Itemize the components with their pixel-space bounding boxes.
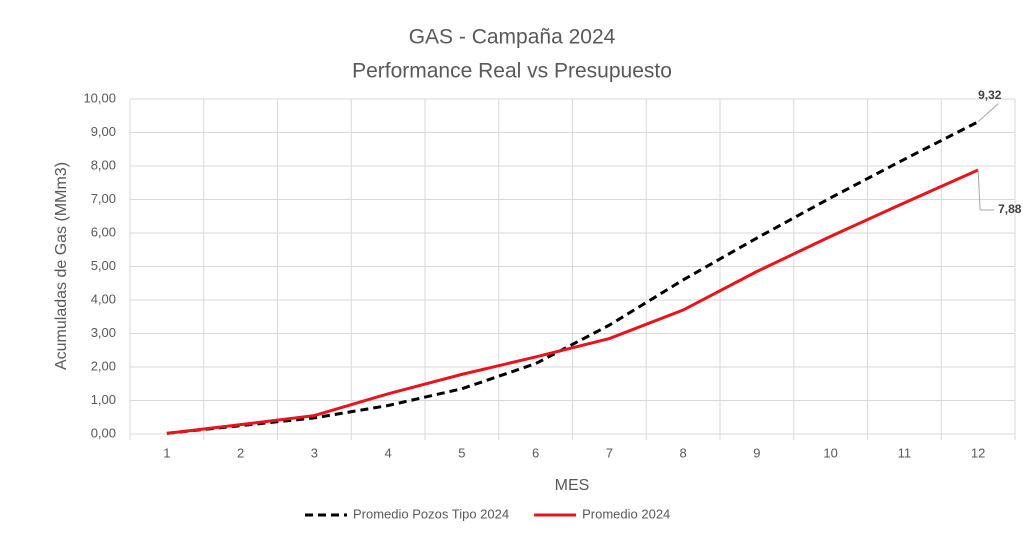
x-tick-label: 3 bbox=[311, 445, 318, 460]
y-tick-label: 3,00 bbox=[91, 325, 116, 340]
x-tick-label: 5 bbox=[458, 445, 465, 460]
x-tick-label: 10 bbox=[823, 445, 837, 460]
y-tick-label: 10,00 bbox=[83, 90, 116, 105]
legend-label: Promedio Pozos Tipo 2024 bbox=[353, 506, 509, 521]
leader-line bbox=[977, 103, 999, 123]
chart-title: GAS - Campaña 2024 bbox=[409, 26, 616, 49]
series-line bbox=[166, 168, 979, 435]
y-tick-label: 9,00 bbox=[91, 124, 116, 139]
leader-line bbox=[977, 169, 981, 211]
x-tick-label: 4 bbox=[385, 445, 392, 460]
y-tick-label: 6,00 bbox=[91, 224, 116, 239]
y-tick-label: 1,00 bbox=[91, 392, 116, 407]
y-tick-label: 8,00 bbox=[91, 157, 116, 172]
y-tick-label: 5,00 bbox=[91, 258, 116, 273]
x-tick-label: 12 bbox=[971, 445, 985, 460]
x-tick-label: 6 bbox=[532, 445, 539, 460]
x-tick-label: 2 bbox=[237, 445, 244, 460]
legend-label: Promedio 2024 bbox=[582, 506, 670, 521]
x-tick-label: 7 bbox=[606, 445, 613, 460]
x-tick-label: 8 bbox=[680, 445, 687, 460]
y-tick-label: 4,00 bbox=[91, 291, 116, 306]
x-axis-title: MES bbox=[555, 477, 590, 494]
y-tick-label: 7,00 bbox=[91, 191, 116, 206]
x-tick-label: 11 bbox=[898, 445, 912, 460]
y-tick-label: 2,00 bbox=[91, 358, 116, 373]
data-label: 9,32 bbox=[978, 88, 1002, 102]
y-tick-label: 0,00 bbox=[91, 425, 116, 440]
data-label: 7,88 bbox=[998, 202, 1022, 216]
y-axis-title: Acumuladas de Gas (MMm3) bbox=[53, 162, 70, 370]
x-tick-label: 9 bbox=[753, 445, 760, 460]
x-tick-label: 1 bbox=[163, 445, 170, 460]
chart-subtitle: Performance Real vs Presupuesto bbox=[352, 60, 672, 83]
series-line bbox=[166, 120, 979, 435]
